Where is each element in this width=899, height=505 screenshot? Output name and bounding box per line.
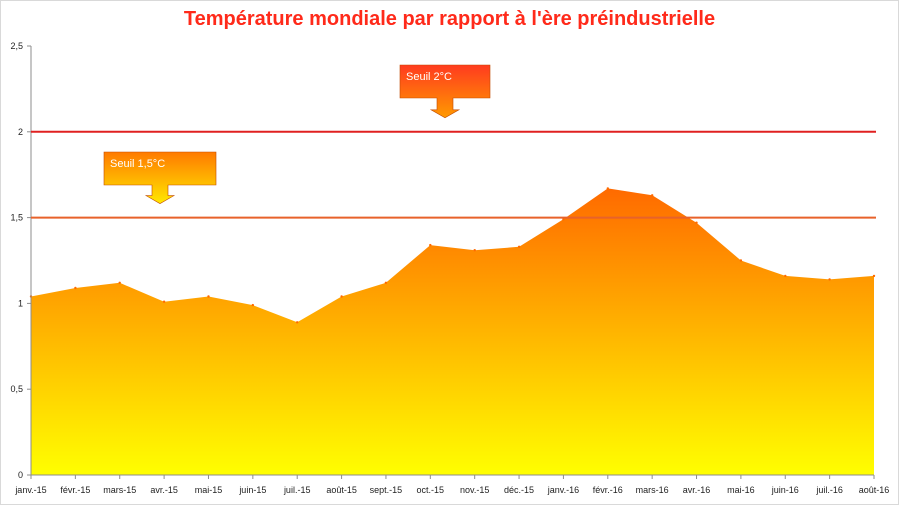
y-tick-label: 2	[18, 127, 23, 137]
data-point	[296, 321, 299, 324]
x-tick-label: nov.-15	[460, 485, 489, 495]
data-point	[429, 243, 432, 247]
data-point	[739, 259, 743, 262]
data-point	[473, 249, 476, 252]
x-tick-label: juin-16	[771, 485, 799, 495]
x-tick-label: avr.-15	[150, 485, 178, 495]
data-point	[162, 300, 166, 303]
x-tick-label: févr.-16	[593, 485, 623, 495]
data-point	[872, 274, 876, 278]
threshold-2-callout-label: Seuil 2°C	[406, 71, 452, 83]
x-tick-label: janv.-16	[547, 485, 579, 495]
data-point	[695, 221, 698, 224]
data-point	[207, 295, 210, 298]
x-tick-label: févr.-15	[60, 485, 90, 495]
data-point	[340, 295, 343, 298]
x-tick-label: juil.-16	[815, 485, 843, 495]
chart-title: Température mondiale par rapport à l'ère…	[183, 8, 716, 30]
x-tick-label: déc.-15	[504, 485, 534, 495]
x-tick-label: juil.-15	[283, 485, 311, 495]
x-tick-label: avr.-16	[683, 485, 711, 495]
y-tick-label: 0	[18, 470, 23, 480]
data-point	[384, 281, 388, 284]
data-point	[784, 274, 787, 278]
data-point	[606, 187, 609, 190]
data-point	[74, 286, 77, 290]
x-tick-label: oct.-15	[417, 485, 445, 495]
y-tick-label: 1	[18, 298, 23, 308]
temperature-area	[31, 188, 874, 475]
x-tick-label: mars-15	[103, 485, 136, 495]
x-tick-label: sept.-15	[370, 485, 403, 495]
data-point	[828, 278, 831, 281]
x-tick-label: août-15	[326, 485, 357, 495]
y-tick-label: 2,5	[10, 41, 23, 51]
x-tick-label: janv.-15	[14, 485, 46, 495]
data-point	[651, 194, 654, 197]
threshold-1-5-callout-label: Seuil 1,5°C	[110, 158, 165, 170]
x-tick-label: mai-16	[727, 485, 755, 495]
y-tick-label: 1,5	[10, 213, 23, 223]
x-tick-label: mars-16	[636, 485, 669, 495]
data-point	[517, 245, 521, 248]
threshold-1-5-callout	[103, 151, 217, 204]
data-point	[251, 303, 254, 307]
threshold-2-callout	[399, 64, 491, 119]
y-tick-label: 0,5	[10, 384, 23, 394]
x-tick-label: mai-15	[195, 485, 223, 495]
x-tick-label: juin-15	[238, 485, 266, 495]
data-point	[118, 281, 121, 284]
x-tick-label: août-16	[859, 485, 890, 495]
data-point	[562, 218, 565, 221]
